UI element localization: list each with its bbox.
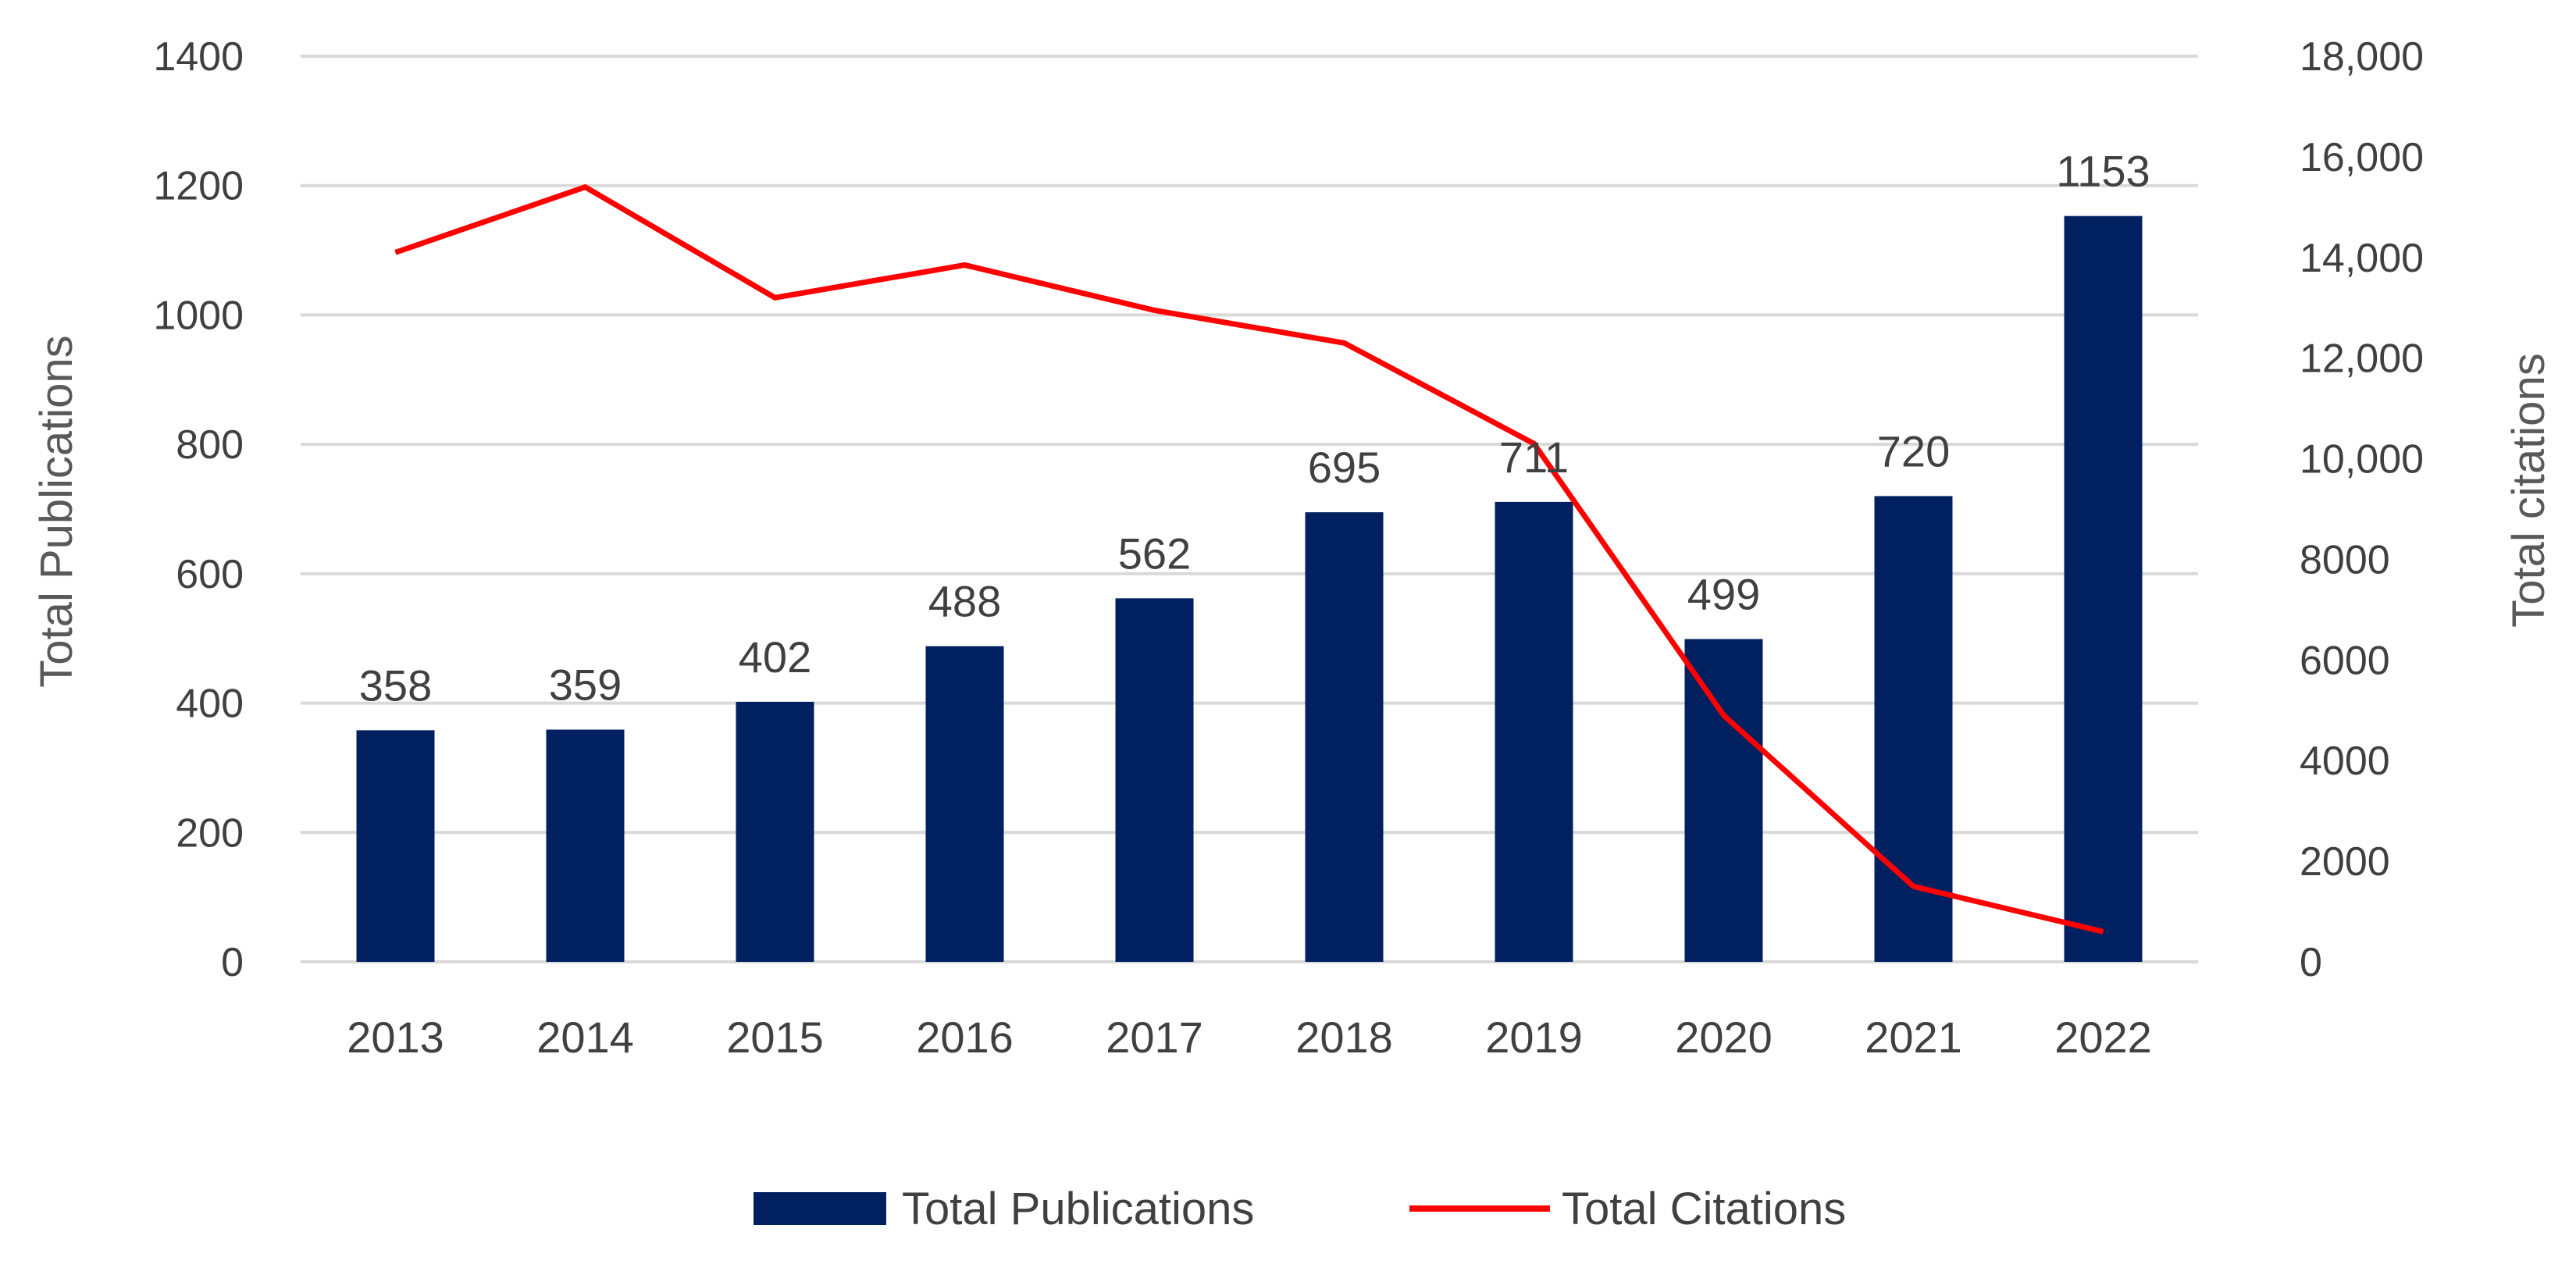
bar-data-label: 711 <box>1499 433 1569 482</box>
right-tick-label: 4000 <box>2300 739 2390 784</box>
right-tick-label: 12,000 <box>2300 336 2424 382</box>
bar-data-label: 358 <box>359 660 432 710</box>
citations-line <box>394 184 2104 935</box>
bar-2019 <box>1495 501 1573 962</box>
left-tick-label: 400 <box>176 682 244 727</box>
left-tick-label: 1400 <box>153 34 244 80</box>
bar-series-total-publications <box>356 215 2143 963</box>
bar-data-label: 402 <box>739 632 811 682</box>
right-tick-label: 10,000 <box>2300 437 2424 482</box>
legend-label-total-citations: Total Citations <box>1562 1184 1846 1234</box>
x-axis-ticks: 2013 2014 2015 2016 2017 2018 2019 2020 2021 2022 <box>347 1013 2152 1062</box>
x-tick-label: 2021 <box>1865 1013 1962 1062</box>
line-series-total-citations <box>394 184 2104 935</box>
bar-2016 <box>925 646 1004 962</box>
bar-2015 <box>736 701 814 962</box>
legend: Total Publications Total Citations <box>754 1184 1846 1234</box>
citations-point-2018 <box>1344 342 1345 344</box>
bar-data-label: 359 <box>549 660 622 710</box>
x-tick-label: 2016 <box>916 1013 1014 1062</box>
bar-data-label: 562 <box>1118 529 1191 578</box>
right-tick-label: 18,000 <box>2300 34 2424 80</box>
x-tick-label: 2019 <box>1485 1013 1583 1062</box>
x-tick-label: 2013 <box>347 1013 444 1062</box>
x-tick-label: 2017 <box>1106 1013 1203 1062</box>
right-tick-label: 14,000 <box>2300 236 2424 281</box>
x-tick-label: 2015 <box>726 1013 824 1062</box>
x-tick-label: 2020 <box>1675 1013 1773 1062</box>
citations-point-2017 <box>1154 309 1155 311</box>
citations-point-2021 <box>1913 885 1914 887</box>
right-tick-label: 2000 <box>2300 839 2390 885</box>
right-tick-label: 6000 <box>2300 638 2390 683</box>
left-tick-label: 200 <box>176 810 244 856</box>
bar-2014 <box>546 729 625 962</box>
citations-point-2013 <box>395 251 396 253</box>
left-tick-label: 1000 <box>153 293 244 338</box>
bar-data-label: 720 <box>1877 426 1950 475</box>
x-tick-label: 2018 <box>1295 1013 1393 1062</box>
left-tick-label: 800 <box>176 422 244 468</box>
left-axis-title: Total Publications <box>31 335 82 687</box>
bar-2017 <box>1115 598 1194 962</box>
bar-2018 <box>1305 512 1384 962</box>
right-axis-ticks: 0 2000 4000 6000 8000 10,000 12,000 14,000 16,00… <box>2300 34 2424 985</box>
legend-label-total-publications: Total Publications <box>902 1184 1254 1234</box>
bar-data-label: 499 <box>1687 570 1760 619</box>
legend-swatch-total-publications <box>754 1192 886 1225</box>
left-axis-ticks: 0 200 400 600 800 1000 1200 1400 <box>153 34 244 985</box>
bar-data-label: 1153 <box>2056 147 2150 196</box>
bar-data-labels: 358 359 402 488 562 695 711 499 720 1153 <box>359 147 2150 710</box>
citations-point-2020 <box>1723 714 1724 716</box>
bar-2022 <box>2064 215 2143 963</box>
bar-2013 <box>356 730 435 962</box>
x-tick-label: 2022 <box>2054 1013 2152 1062</box>
left-tick-label: 0 <box>221 940 244 985</box>
left-tick-label: 600 <box>176 552 244 597</box>
citations-point-2022 <box>2103 931 2104 932</box>
bar-data-label: 695 <box>1308 443 1381 492</box>
right-tick-label: 0 <box>2300 940 2322 985</box>
right-tick-label: 8000 <box>2300 537 2390 582</box>
bar-data-label: 488 <box>928 577 1001 626</box>
left-tick-label: 1200 <box>153 164 244 209</box>
x-tick-label: 2014 <box>536 1013 634 1062</box>
bar-2020 <box>1684 639 1763 962</box>
right-tick-label: 16,000 <box>2300 135 2424 180</box>
right-axis-title: Total citations <box>2503 353 2554 627</box>
